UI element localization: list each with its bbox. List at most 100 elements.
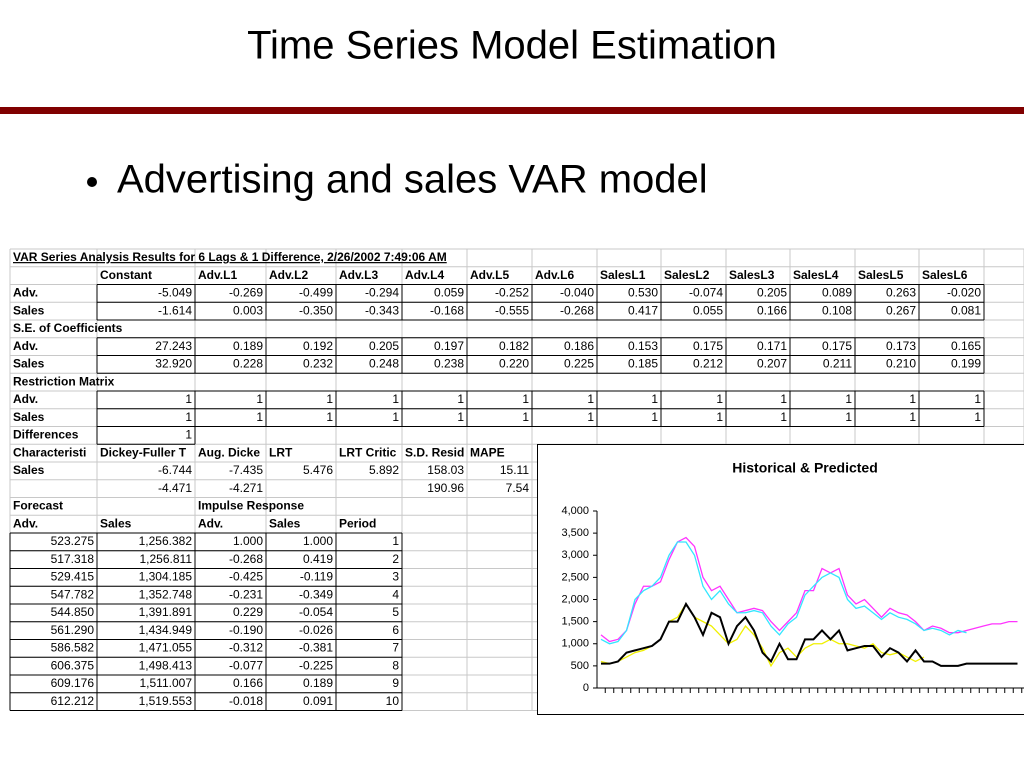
- cell-text: Sales: [13, 410, 45, 424]
- cell-text: SalesL1: [600, 268, 646, 282]
- cell-text: Adv.L5: [470, 268, 509, 282]
- cell-text: SalesL6: [922, 268, 968, 282]
- cell-text: -4.471: [158, 481, 192, 495]
- cell-text: Adv.L2: [269, 268, 308, 282]
- y-tick-label: 500: [571, 660, 589, 672]
- cell-text: 1,391.891: [139, 605, 193, 619]
- cell-text: 0.175: [822, 339, 852, 353]
- cell-text: LRT: [269, 445, 293, 459]
- cell-text: 0.185: [628, 357, 658, 371]
- chart: Historical & Predicted 0 500 1,000 1,500 2,00…: [537, 444, 1024, 715]
- cell-text: 1,471.055: [139, 641, 193, 655]
- y-tick-label: 3,000: [561, 549, 589, 561]
- cell-text: 1: [587, 392, 594, 406]
- cell-text: 1: [256, 392, 263, 406]
- cell-text: Characteristi: [13, 445, 86, 459]
- cell-text: Sales: [13, 463, 45, 477]
- cell-text: -0.381: [299, 641, 333, 655]
- cell-text: 27.243: [155, 339, 192, 353]
- cell-text: 0.165: [951, 339, 981, 353]
- cell-text: -0.119: [300, 570, 333, 584]
- cell-text: 32.920: [155, 357, 192, 371]
- cell-text: 1: [457, 392, 464, 406]
- cell-text: 544.850: [51, 605, 95, 619]
- cell-text: 0.081: [951, 303, 981, 317]
- cell-text: Dickey-Fuller T: [100, 445, 187, 459]
- cell-text: 0.212: [693, 357, 723, 371]
- cell-text: 0.189: [233, 339, 263, 353]
- cell-text: -0.294: [365, 286, 399, 300]
- cell-text: -0.054: [299, 605, 333, 619]
- cell-text: 0.003: [233, 303, 263, 317]
- cell-text: -0.040: [560, 286, 594, 300]
- cell-text: Adv.: [13, 339, 38, 353]
- title-rule: [0, 107, 1024, 114]
- cell-text: 0.263: [886, 286, 916, 300]
- cell-text: 586.582: [51, 641, 95, 655]
- cell-text: 4: [392, 587, 399, 601]
- cell-text: 1: [651, 392, 658, 406]
- cell-text: Restriction Matrix: [13, 374, 115, 388]
- cell-text: 0.225: [564, 357, 594, 371]
- cell-text: Adv.: [13, 392, 38, 406]
- cell-text: 1: [185, 392, 192, 406]
- cell-text: 5.476: [303, 463, 333, 477]
- series-line: [601, 601, 1018, 667]
- cell-text: 0.108: [822, 303, 852, 317]
- cell-text: SalesL3: [729, 268, 775, 282]
- cell-text: 0.228: [233, 357, 263, 371]
- cell-text: Sales: [269, 516, 301, 530]
- cell-text: 1,304.185: [139, 570, 193, 584]
- cell-text: SalesL2: [664, 268, 710, 282]
- cell-text: 3: [392, 570, 399, 584]
- cell-text: 0.182: [499, 339, 529, 353]
- cell-text: -0.252: [495, 286, 529, 300]
- cell-text: 0.205: [757, 286, 787, 300]
- cell-text: 0.166: [233, 676, 263, 690]
- cell-text: 0.059: [434, 286, 464, 300]
- cell-text: 5: [392, 605, 399, 619]
- cell-text: 0.199: [951, 357, 981, 371]
- y-tick-label: 0: [583, 682, 589, 694]
- cell-text: 1: [326, 410, 333, 424]
- cell-text: 0.186: [564, 339, 594, 353]
- cell-text: 1: [457, 410, 464, 424]
- cell-text: 1: [974, 410, 981, 424]
- cell-text: 8: [392, 658, 399, 672]
- cell-text: LRT Critic: [339, 445, 397, 459]
- cell-text: 0.192: [303, 339, 333, 353]
- cell-text: 0.205: [369, 339, 399, 353]
- cell-text: 1: [716, 410, 723, 424]
- cell-text: 0.267: [886, 303, 916, 317]
- cell-text: S.D. Resid: [405, 445, 464, 459]
- chart-title: Historical & Predicted: [732, 460, 878, 476]
- cell-text: 1: [185, 428, 192, 442]
- cell-text: -0.026: [299, 623, 333, 637]
- cell-text: 7: [392, 641, 399, 655]
- cell-text: -0.269: [229, 286, 263, 300]
- cell-text: 1: [909, 392, 916, 406]
- chart-area: [537, 444, 1024, 715]
- cell-text: 1,511.007: [140, 676, 193, 690]
- cell-text: Adv.L3: [339, 268, 378, 282]
- cell-text: 612.212: [51, 694, 95, 708]
- cell-text: -0.312: [229, 641, 263, 655]
- cell-text: Adv.: [13, 286, 38, 300]
- y-tick-label: 1,500: [561, 616, 589, 628]
- cell-text: -0.555: [495, 303, 529, 317]
- y-tick-label: 2,000: [561, 593, 589, 605]
- cell-text: 1: [522, 410, 529, 424]
- cell-text: 0.153: [628, 339, 658, 353]
- cell-text: 0.419: [303, 552, 333, 566]
- cell-text: 529.415: [51, 570, 95, 584]
- cell-text: -0.425: [229, 570, 263, 584]
- cell-text: 0.091: [303, 694, 333, 708]
- cell-text: 0.238: [434, 357, 464, 371]
- cell-text: -7.435: [229, 463, 263, 477]
- cell-text: 190.96: [427, 481, 464, 495]
- cell-text: -5.049: [158, 286, 192, 300]
- cell-text: 1: [185, 410, 192, 424]
- y-tick-label: 1,000: [561, 638, 589, 650]
- cell-text: -0.074: [689, 286, 723, 300]
